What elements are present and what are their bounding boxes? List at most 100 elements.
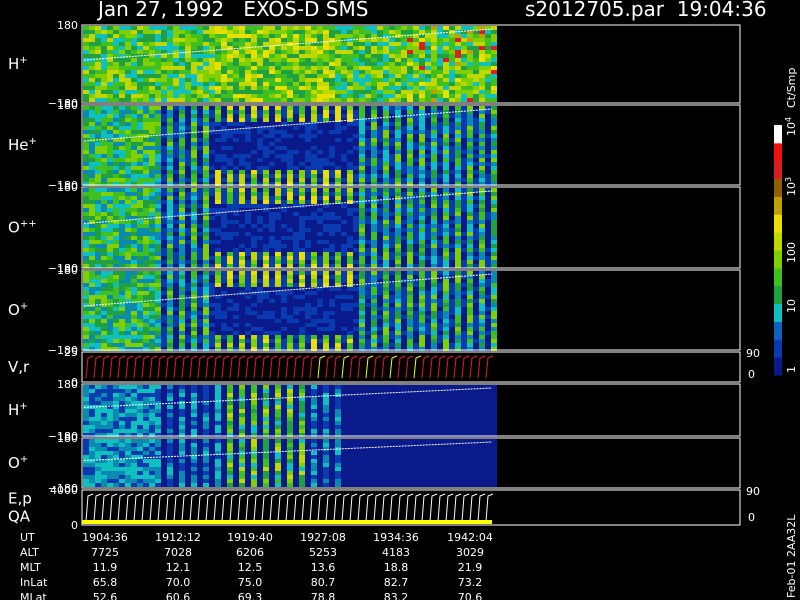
spectrogram-cell [179, 130, 185, 134]
spectrogram-cell [383, 26, 389, 30]
spectrogram-cell [191, 212, 197, 216]
spectrogram-cell [485, 252, 491, 256]
spectrogram-cell [173, 86, 179, 90]
spectrogram-cell [263, 114, 269, 118]
spectrogram-cell [83, 192, 89, 196]
spectrogram-cell [335, 78, 341, 82]
spectrogram-cell [257, 236, 263, 240]
spectrogram-cell [203, 26, 209, 30]
spectrogram-cell [89, 311, 95, 315]
spectrogram-cell [371, 178, 377, 182]
spectrogram-cell [173, 154, 179, 158]
spectrogram-cell [419, 62, 425, 66]
spectrogram-cell [365, 264, 371, 268]
spectrogram-cell [263, 311, 269, 315]
spectrogram-cell [233, 291, 239, 295]
spectrogram-cell [185, 224, 191, 228]
spectrogram-cell [221, 66, 227, 70]
spectrogram-cell [131, 287, 137, 291]
spectrogram-cell [269, 347, 275, 351]
spectrogram-cell [245, 182, 251, 186]
spectrogram-cell [155, 106, 161, 110]
spectrogram-cell [383, 58, 389, 62]
spectrogram-cell [473, 34, 479, 38]
spectrogram-cell [437, 90, 443, 94]
spectrogram-cell [167, 228, 173, 232]
spectrogram-cell [449, 154, 455, 158]
spectrogram-cell [485, 82, 491, 86]
spectrogram-cell [95, 138, 101, 142]
spectrogram-cell [389, 212, 395, 216]
spectrogram-cell [383, 38, 389, 42]
spectrogram-cell [419, 236, 425, 240]
spectrogram-cell [233, 307, 239, 311]
spectrogram-cell [269, 315, 275, 319]
spectrogram-cell [251, 236, 257, 240]
spectrogram-cell [221, 196, 227, 200]
spectrogram-cell [83, 283, 89, 287]
spectrogram-cell [209, 138, 215, 142]
spectrogram-cell [227, 228, 233, 232]
spectrogram-cell [95, 30, 101, 34]
spectrogram-cell [137, 66, 143, 70]
spectrogram-cell [113, 58, 119, 62]
spectrogram-cell [197, 295, 203, 299]
spectrogram-cell [449, 252, 455, 256]
spectrogram-cell [245, 50, 251, 54]
spectrogram-cell [149, 216, 155, 220]
spectrogram-cell [131, 62, 137, 66]
spectrogram-cell [101, 275, 107, 279]
spectrogram-cell [251, 315, 257, 319]
spectrogram-cell [431, 70, 437, 74]
spectrogram-cell [299, 319, 305, 323]
spectrogram-cell [143, 90, 149, 94]
spectrogram-cell [485, 130, 491, 134]
spectrogram-cell [479, 260, 485, 264]
spectrogram-cell [233, 126, 239, 130]
spectrogram-cell [287, 78, 293, 82]
spectrogram-cell [329, 327, 335, 331]
spectrogram-cell [251, 216, 257, 220]
spectrogram-cell [425, 62, 431, 66]
spectrogram-cell [233, 212, 239, 216]
spectrogram-cell [239, 307, 245, 311]
spectrogram-cell [299, 114, 305, 118]
spectrogram-cell [215, 283, 221, 287]
spectrogram-cell [287, 158, 293, 162]
spectrogram-cell [209, 166, 215, 170]
spectrogram-cell [83, 50, 89, 54]
spectrogram-cell [311, 232, 317, 236]
spectrogram-cell [239, 331, 245, 335]
spectrogram-cell [113, 216, 119, 220]
spectrogram-cell [227, 291, 233, 295]
spectrogram-cell [95, 86, 101, 90]
spectrogram-cell [107, 319, 113, 323]
spectrogram-cell [377, 196, 383, 200]
spectrogram-cell [341, 299, 347, 303]
spectrograms [83, 26, 497, 487]
spectrogram-cell [479, 244, 485, 248]
spectrogram-cell [155, 178, 161, 182]
spectrogram-cell [461, 170, 467, 174]
spectrogram-cell [113, 118, 119, 122]
spectrogram-cell [293, 78, 299, 82]
spectrogram-cell [131, 54, 137, 58]
spectrogram-cell [449, 26, 455, 30]
spectrogram-cell [125, 170, 131, 174]
spectrogram-cell [311, 307, 317, 311]
spectrogram-cell [95, 58, 101, 62]
spectrogram-cell [95, 50, 101, 54]
spectrogram-cell [419, 114, 425, 118]
spectrogram-cell [329, 158, 335, 162]
spectrogram-cell [359, 283, 365, 287]
spectrogram-cell [311, 311, 317, 315]
spectrogram-cell [371, 90, 377, 94]
spectrogram-cell [281, 188, 287, 192]
spectrogram-cell [347, 224, 353, 228]
spectrogram-cell [467, 252, 473, 256]
spectrogram-cell [95, 256, 101, 260]
spectrogram-cell [323, 248, 329, 252]
spectrogram-cell [467, 46, 473, 50]
spectrogram-cell [281, 283, 287, 287]
spectrogram-cell [299, 42, 305, 46]
